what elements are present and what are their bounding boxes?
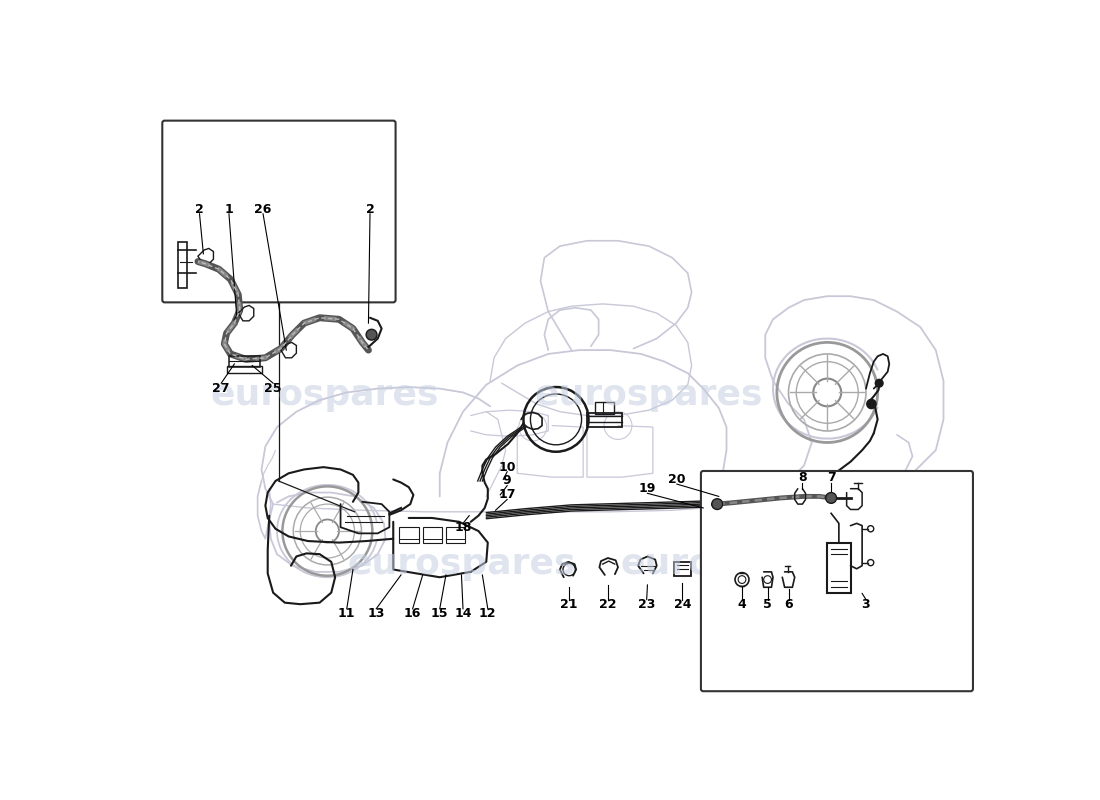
Text: 14: 14 bbox=[454, 607, 472, 620]
Text: 8: 8 bbox=[799, 471, 806, 485]
Bar bbox=[229, 356, 260, 367]
Text: 13: 13 bbox=[367, 607, 385, 620]
Text: 19: 19 bbox=[639, 482, 656, 495]
Text: eurospares: eurospares bbox=[211, 378, 439, 412]
Text: eurospares: eurospares bbox=[620, 547, 848, 581]
Bar bbox=[422, 527, 442, 542]
Text: 11: 11 bbox=[338, 607, 355, 620]
FancyBboxPatch shape bbox=[701, 471, 974, 691]
Text: 3: 3 bbox=[861, 598, 870, 610]
Text: 5: 5 bbox=[763, 598, 772, 610]
Text: 23: 23 bbox=[638, 598, 656, 610]
Bar bbox=[595, 402, 614, 414]
Bar bbox=[399, 527, 419, 542]
Text: 27: 27 bbox=[212, 382, 230, 395]
Text: 9: 9 bbox=[503, 474, 512, 487]
Bar bbox=[227, 366, 262, 373]
Text: 2: 2 bbox=[365, 203, 374, 217]
Text: eurospares: eurospares bbox=[348, 547, 575, 581]
Text: 1: 1 bbox=[224, 203, 233, 217]
Bar bbox=[446, 527, 465, 542]
Text: 21: 21 bbox=[560, 598, 578, 610]
Bar bbox=[178, 242, 187, 289]
Circle shape bbox=[826, 493, 836, 503]
Text: 18: 18 bbox=[454, 521, 472, 534]
Bar bbox=[674, 562, 691, 576]
Circle shape bbox=[712, 498, 723, 510]
Text: 15: 15 bbox=[431, 607, 449, 620]
Circle shape bbox=[867, 399, 876, 409]
Circle shape bbox=[720, 499, 729, 509]
Text: 12: 12 bbox=[480, 607, 496, 620]
Circle shape bbox=[876, 379, 883, 387]
Text: eurospares: eurospares bbox=[535, 378, 763, 412]
FancyBboxPatch shape bbox=[163, 121, 396, 302]
Text: 4: 4 bbox=[738, 598, 747, 610]
Text: 2: 2 bbox=[195, 203, 204, 217]
Text: 6: 6 bbox=[784, 598, 793, 610]
Bar bbox=[827, 542, 850, 593]
Text: 22: 22 bbox=[600, 598, 617, 610]
Text: 16: 16 bbox=[404, 607, 421, 620]
Text: 17: 17 bbox=[498, 488, 516, 502]
Text: 7: 7 bbox=[827, 471, 836, 485]
Bar bbox=[587, 414, 621, 427]
Circle shape bbox=[366, 330, 377, 340]
Text: 20: 20 bbox=[668, 473, 685, 486]
Text: 25: 25 bbox=[264, 382, 282, 395]
Text: 24: 24 bbox=[673, 598, 691, 610]
Text: 26: 26 bbox=[254, 203, 272, 217]
Text: 10: 10 bbox=[498, 461, 516, 474]
